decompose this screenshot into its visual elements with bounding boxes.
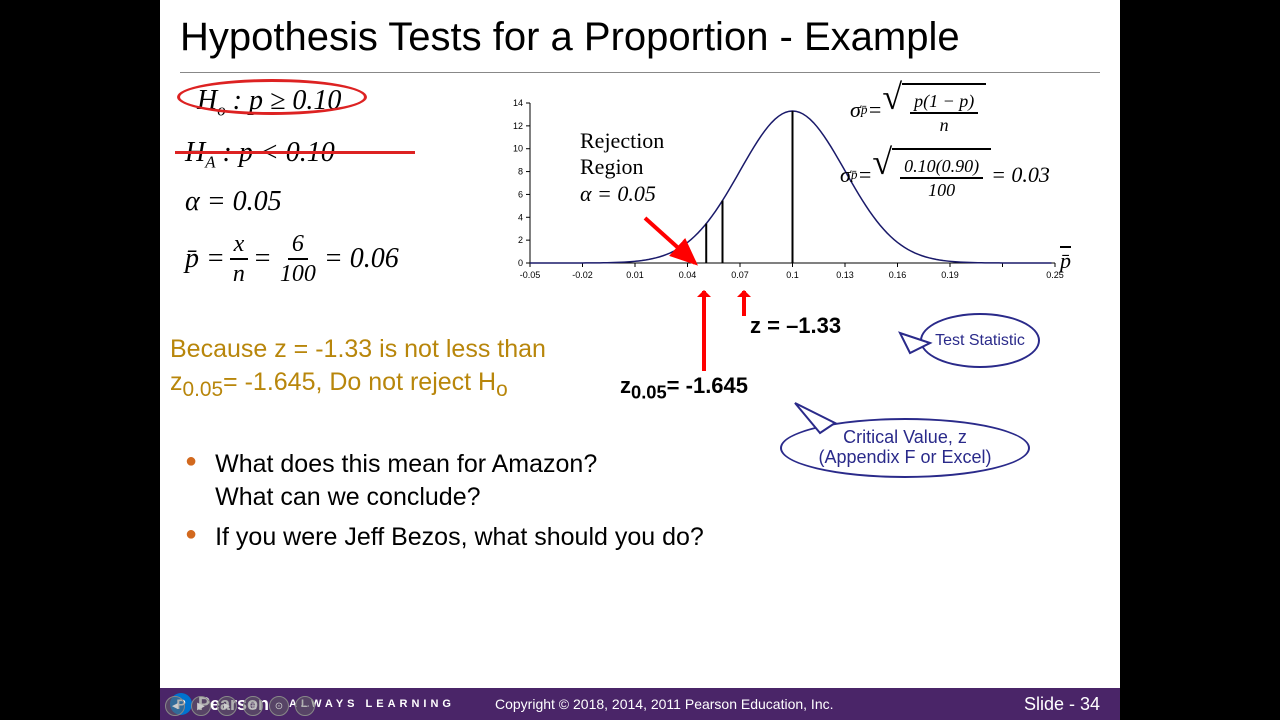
svg-text:8: 8 (518, 167, 523, 177)
svg-text:0.16: 0.16 (889, 270, 907, 280)
alpha-value: α = 0.05 (185, 186, 399, 218)
red-arrow-icon (640, 213, 710, 273)
alt-hypothesis: HA : p < 0.10 (185, 137, 399, 173)
svg-text:10: 10 (513, 144, 523, 154)
z-critical-label: z0.05= -1.645 (620, 373, 748, 403)
svg-text:0.13: 0.13 (836, 270, 854, 280)
slide: Hypothesis Tests for a Proportion - Exam… (160, 0, 1120, 720)
svg-text:0.19: 0.19 (941, 270, 959, 280)
content-area: Ho : p ≥ 0.10 HA : p < 0.10 α = 0.05 p̄ … (160, 73, 1120, 613)
conclusion-text: Because z = -1.33 is not less than z0.05… (170, 333, 546, 403)
playback-controls: ◄ ▶ ► ⊞ ⊙ ⋯ (165, 696, 315, 716)
slide-title: Hypothesis Tests for a Proportion - Exam… (160, 0, 1120, 64)
red-arrow-critical (702, 291, 706, 371)
red-arrow-stat (742, 291, 746, 316)
svg-text:0: 0 (518, 258, 523, 268)
sigma-formula-1: σp̄ = √p(1 − p)n (850, 83, 986, 136)
strikethrough (175, 151, 415, 154)
test-statistic-callout: Test Statistic (920, 313, 1040, 368)
svg-text:-0.05: -0.05 (520, 270, 541, 280)
svg-text:-0.02: -0.02 (572, 270, 593, 280)
sigma-formula-2: σp̄ = √0.10(0.90)100 = 0.03 (840, 148, 1050, 201)
menu-button[interactable]: ⊞ (243, 696, 263, 716)
svg-text:14: 14 (513, 98, 523, 108)
svg-text:12: 12 (513, 121, 523, 131)
copyright: Copyright © 2018, 2014, 2011 Pearson Edu… (495, 696, 834, 712)
play-button[interactable]: ▶ (191, 696, 211, 716)
callout-tail (790, 398, 840, 438)
bullet-2: ● If you were Jeff Bezos, what should yo… (185, 521, 704, 554)
callout-tail (895, 328, 935, 358)
bullet-1: ● What does this mean for Amazon?What ca… (185, 448, 704, 513)
bullet-list: ● What does this mean for Amazon?What ca… (185, 448, 704, 562)
prev-button[interactable]: ◄ (165, 696, 185, 716)
next-button[interactable]: ► (217, 696, 237, 716)
svg-text:4: 4 (518, 212, 523, 222)
bullet-icon: ● (185, 521, 197, 554)
null-hypothesis: Ho : p ≥ 0.10 (185, 83, 353, 123)
circle-annotation (177, 79, 367, 115)
hypotheses: Ho : p ≥ 0.10 HA : p < 0.10 α = 0.05 p̄ … (185, 83, 399, 286)
more-button[interactable]: ⋯ (295, 696, 315, 716)
svg-text:6: 6 (518, 189, 523, 199)
x-axis-label: p̄ (1060, 248, 1071, 274)
z-statistic-label: z = –1.33 (750, 313, 841, 339)
zoom-button[interactable]: ⊙ (269, 696, 289, 716)
svg-text:2: 2 (518, 235, 523, 245)
pbar-calculation: p̄ = xn = 6100 = 0.06 (185, 232, 399, 286)
slide-number: Slide - 34 (1024, 694, 1100, 715)
svg-text:0.1: 0.1 (786, 270, 799, 280)
bullet-icon: ● (185, 448, 197, 513)
svg-text:0.07: 0.07 (731, 270, 749, 280)
